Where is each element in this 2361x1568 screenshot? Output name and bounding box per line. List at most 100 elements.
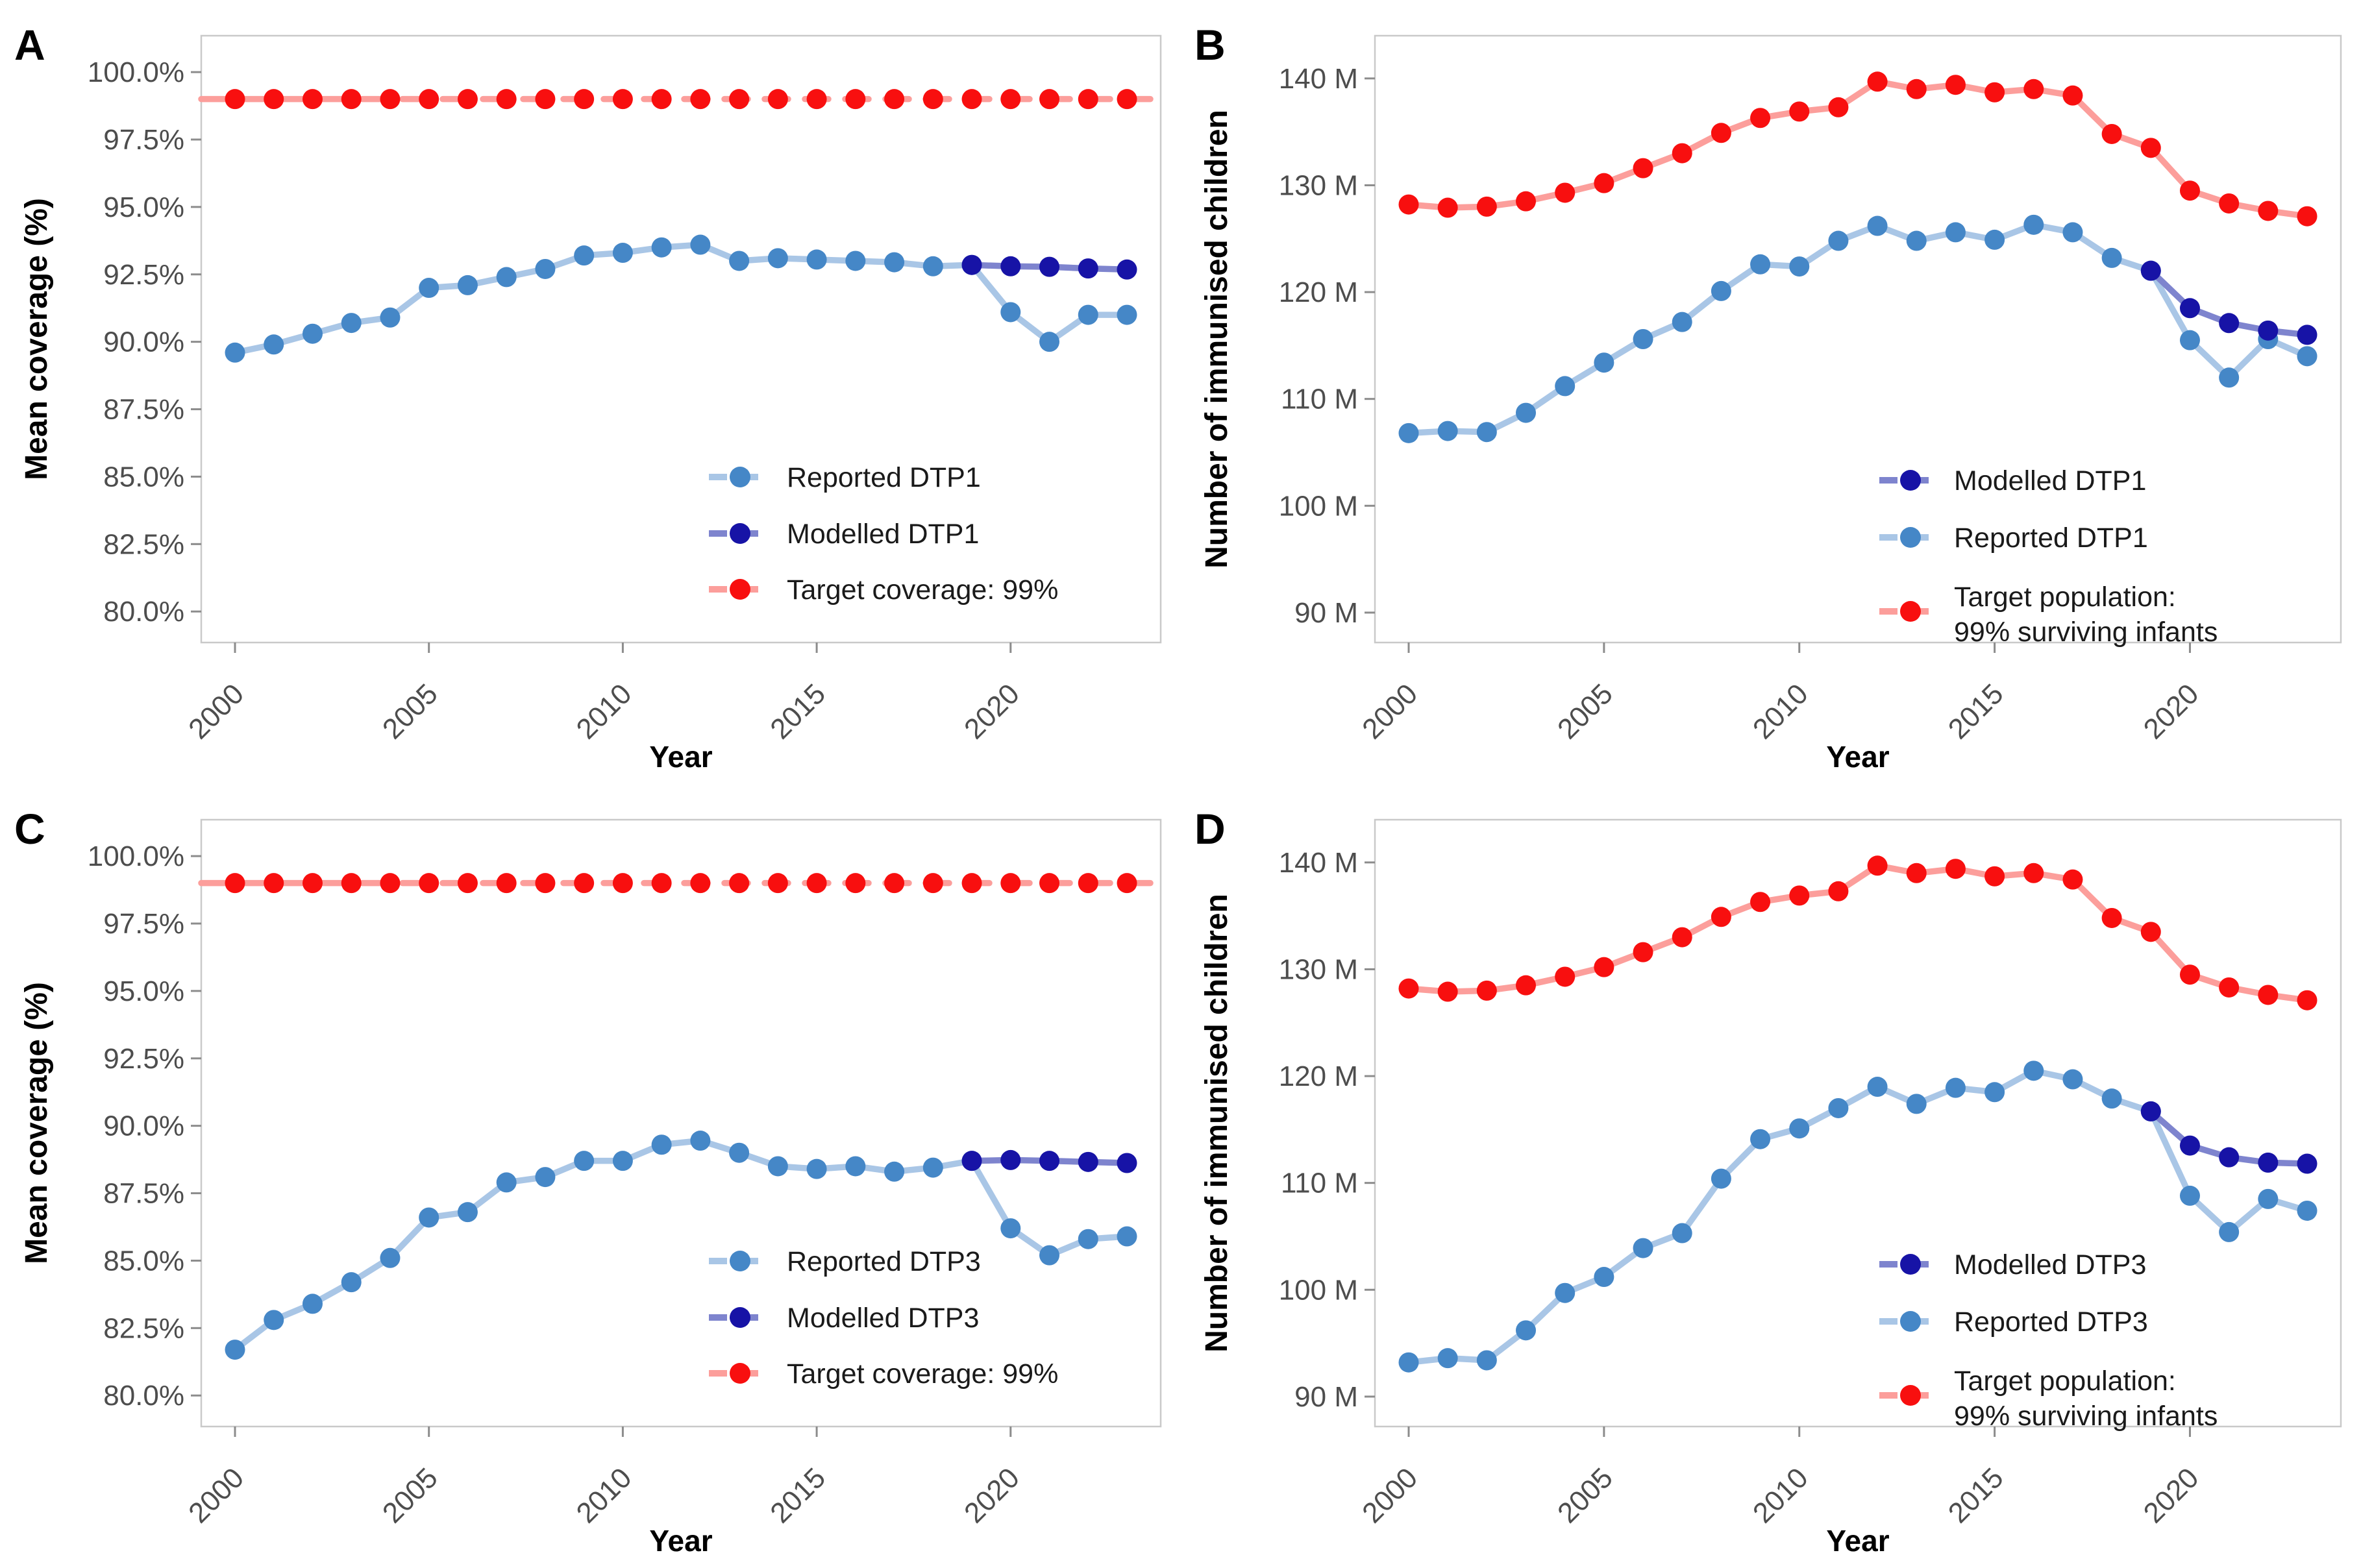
legend-item-modelled: Modelled DTP3 xyxy=(1879,1249,2146,1280)
svg-text:90.0%: 90.0% xyxy=(103,326,184,358)
svg-text:120 M: 120 M xyxy=(1279,1060,1358,1092)
svg-text:Modelled DTP3: Modelled DTP3 xyxy=(787,1303,979,1334)
svg-text:Modelled DTP1: Modelled DTP1 xyxy=(787,519,979,550)
svg-text:2020: 2020 xyxy=(958,678,1026,745)
svg-text:140 M: 140 M xyxy=(1279,63,1358,95)
legend-a: Reported DTP1 Modelled DTP1 Target coverag… xyxy=(709,462,1058,606)
panel-a: A Mean coverage (%) 100.0% 97.5% 95.0% 92.5% 9… xyxy=(0,0,1180,784)
svg-text:95.0%: 95.0% xyxy=(103,975,184,1007)
svg-text:100 M: 100 M xyxy=(1279,490,1358,522)
svg-text:2015: 2015 xyxy=(1942,678,2010,745)
svg-text:2000: 2000 xyxy=(1356,1462,1424,1529)
svg-text:2005: 2005 xyxy=(377,1462,444,1529)
svg-text:2015: 2015 xyxy=(764,1462,832,1529)
svg-text:Modelled DTP3: Modelled DTP3 xyxy=(1954,1249,2146,1280)
x-axis-title: Year xyxy=(1826,740,1889,774)
svg-text:Target population:99% survivin: Target population: 99% surviving infants xyxy=(1954,1366,2218,1432)
plot-area xyxy=(200,818,1162,1428)
svg-text:97.5%: 97.5% xyxy=(103,124,184,156)
y-axis-ticks: 140 M 130 M 120 M 110 M 100 M 90 M xyxy=(1279,847,1375,1413)
series-target-c xyxy=(198,873,1164,894)
x-axis-ticks: 2000 2005 2010 2015 2020 xyxy=(182,1427,1026,1529)
x-axis-ticks: 2000 2005 2010 2015 2020 xyxy=(1356,643,2205,745)
svg-text:2005: 2005 xyxy=(1551,1462,1619,1529)
panel-c: C Mean coverage (%) 100.0% 97.5% 95.0% 92.5% 9… xyxy=(0,784,1180,1568)
svg-text:92.5%: 92.5% xyxy=(103,259,184,291)
svg-text:80.0%: 80.0% xyxy=(103,596,184,628)
panel-a-svg: A Mean coverage (%) 100.0% 97.5% 95.0% 92.5% 9… xyxy=(14,21,1164,774)
svg-text:110 M: 110 M xyxy=(1281,1168,1358,1199)
series-target-a xyxy=(198,89,1164,110)
svg-text:85.0%: 85.0% xyxy=(103,461,184,493)
y-axis-ticks: 100.0% 97.5% 95.0% 92.5% 90.0% 87.5% 85.0% 82.5… xyxy=(88,840,201,1412)
svg-text:2020: 2020 xyxy=(958,1462,1026,1529)
y-axis-title: Number of immunised children xyxy=(1200,110,1234,569)
plot-area xyxy=(200,34,1162,644)
svg-text:2010: 2010 xyxy=(1747,1462,1814,1529)
svg-text:87.5%: 87.5% xyxy=(103,394,184,426)
svg-text:2010: 2010 xyxy=(571,1462,638,1529)
svg-text:130 M: 130 M xyxy=(1279,169,1358,201)
legend-item-modelled: Modelled DTP1 xyxy=(709,519,979,550)
legend-c: Reported DTP3 Modelled DTP3 Target coverag… xyxy=(709,1246,1058,1390)
svg-text:2000: 2000 xyxy=(1356,678,1424,745)
legend-item-modelled: Modelled DTP1 xyxy=(1879,465,2146,496)
svg-text:120 M: 120 M xyxy=(1279,276,1358,308)
svg-text:Target population:99% survivin: Target population: 99% surviving infants xyxy=(1954,582,2218,648)
series-modelled-c xyxy=(961,1149,1137,1173)
svg-text:2000: 2000 xyxy=(182,678,250,745)
svg-text:110 M: 110 M xyxy=(1281,384,1358,415)
series-modelled-b xyxy=(2140,260,2318,345)
svg-text:100.0%: 100.0% xyxy=(88,56,184,88)
series-reported-d xyxy=(1398,1060,2318,1373)
legend-d: Modelled DTP3 Reported DTP3 Target populat… xyxy=(1879,1249,2218,1432)
x-axis-title: Year xyxy=(649,1524,712,1558)
legend-item-reported: Reported DTP3 xyxy=(709,1246,981,1277)
svg-text:90 M: 90 M xyxy=(1294,1381,1358,1413)
svg-text:Reported DTP3: Reported DTP3 xyxy=(1954,1306,2148,1338)
series-modelled-d xyxy=(2140,1101,2318,1174)
svg-text:90.0%: 90.0% xyxy=(103,1110,184,1142)
legend-item-target: Target population: 99% surviving infants xyxy=(1879,1366,2218,1432)
legend-item-target: Target coverage: 99% xyxy=(709,574,1058,606)
svg-text:100.0%: 100.0% xyxy=(88,840,184,872)
svg-text:97.5%: 97.5% xyxy=(103,908,184,940)
series-target-b xyxy=(1398,71,2318,227)
svg-text:140 M: 140 M xyxy=(1279,847,1358,879)
svg-text:87.5%: 87.5% xyxy=(103,1178,184,1210)
x-axis-title: Year xyxy=(649,740,712,774)
svg-text:2020: 2020 xyxy=(2138,1462,2205,1529)
y-axis-ticks: 100.0% 97.5% 95.0% 92.5% 90.0% 87.5% 85.0% 82.5… xyxy=(88,56,201,628)
svg-text:100 M: 100 M xyxy=(1279,1274,1358,1306)
legend-item-target: Target coverage: 99% xyxy=(709,1358,1058,1390)
svg-text:Target coverage: 99%: Target coverage: 99% xyxy=(787,574,1058,606)
svg-text:2010: 2010 xyxy=(571,678,638,745)
plot-area xyxy=(1374,818,2342,1428)
x-axis-ticks: 2000 2005 2010 2015 2020 xyxy=(182,643,1026,745)
svg-text:Reported DTP3: Reported DTP3 xyxy=(787,1246,981,1277)
legend-item-target: Target population: 99% surviving infants xyxy=(1879,582,2218,648)
panel-label-c: C xyxy=(14,805,45,853)
svg-text:130 M: 130 M xyxy=(1279,953,1358,985)
svg-text:82.5%: 82.5% xyxy=(103,1312,184,1344)
series-target-d xyxy=(1398,855,2318,1011)
svg-text:2000: 2000 xyxy=(182,1462,250,1529)
svg-text:95.0%: 95.0% xyxy=(103,191,184,223)
svg-text:2005: 2005 xyxy=(1551,678,1619,745)
panel-c-svg: C Mean coverage (%) 100.0% 97.5% 95.0% 92.5% 9… xyxy=(14,805,1164,1558)
series-reported-c xyxy=(225,1131,1137,1360)
legend-item-modelled: Modelled DTP3 xyxy=(709,1303,979,1334)
legend-item-reported: Reported DTP3 xyxy=(1879,1306,2148,1338)
svg-text:2015: 2015 xyxy=(764,678,832,745)
y-axis-title: Mean coverage (%) xyxy=(19,982,54,1264)
svg-text:82.5%: 82.5% xyxy=(103,528,184,560)
plot-area xyxy=(1374,34,2342,644)
svg-text:92.5%: 92.5% xyxy=(103,1043,184,1075)
svg-text:Reported DTP1: Reported DTP1 xyxy=(1954,522,2148,554)
svg-text:Target coverage: 99%: Target coverage: 99% xyxy=(787,1358,1058,1390)
